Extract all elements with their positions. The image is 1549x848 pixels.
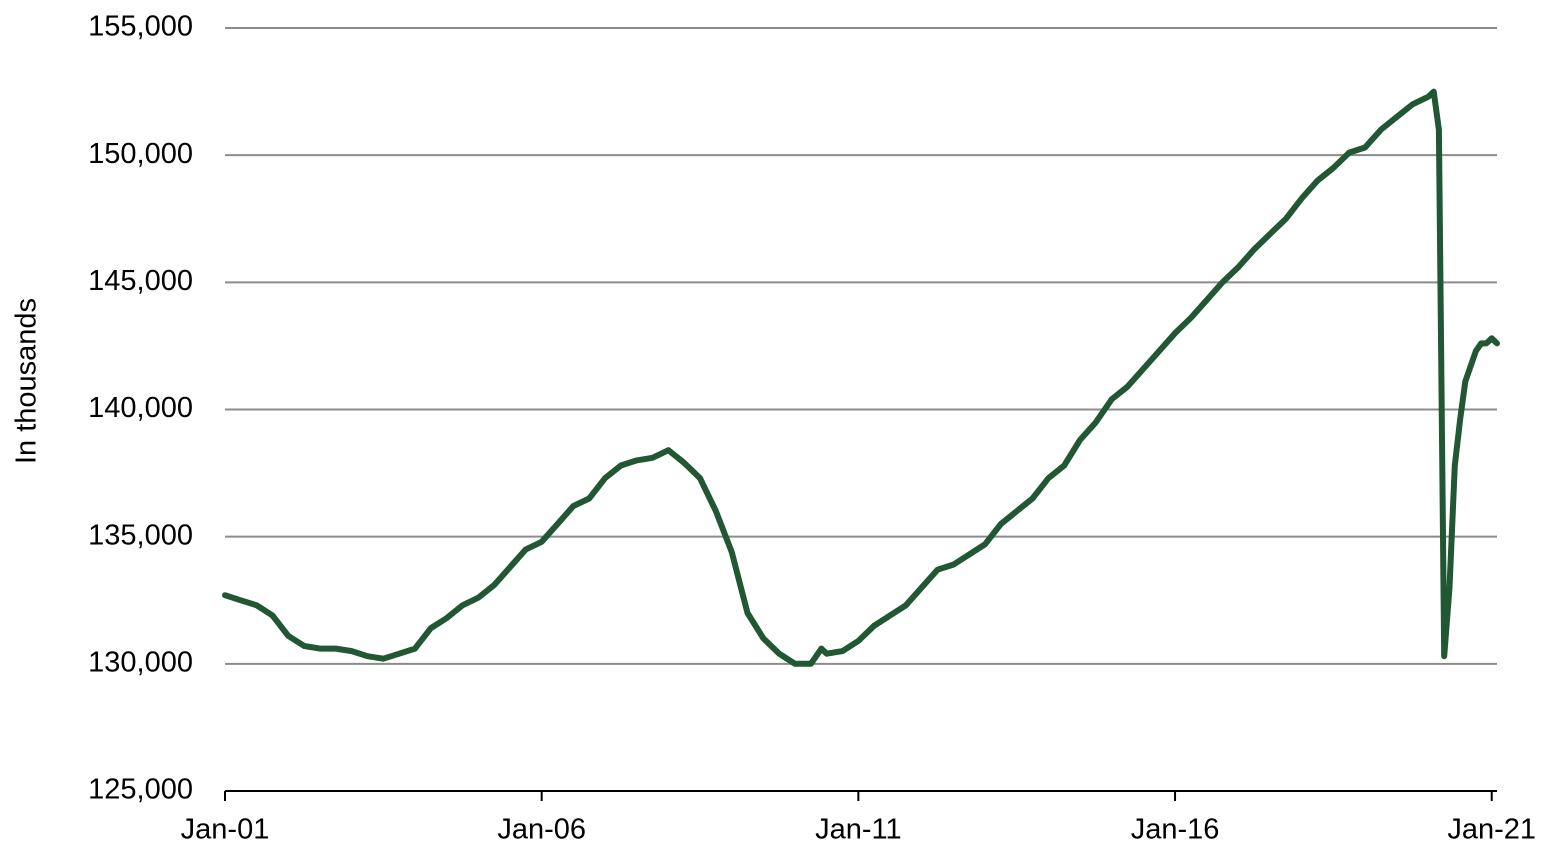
y-axis-label: In thousands	[11, 298, 43, 464]
x-tick-label: Jan-16	[1131, 814, 1220, 846]
y-tick-label: 135,000	[88, 519, 193, 551]
y-tick-label: 150,000	[88, 138, 193, 170]
y-tick-label: 140,000	[88, 392, 193, 424]
data-line	[222, 88, 1500, 667]
y-tick-label: 155,000	[88, 11, 193, 43]
y-tick-label: 145,000	[88, 265, 193, 297]
x-tick-label: Jan-21	[1447, 814, 1536, 846]
x-tick-label: Jan-11	[815, 814, 902, 846]
y-tick-label: 130,000	[88, 646, 193, 678]
x-tick-label: Jan-01	[181, 814, 270, 846]
y-tick-label: 125,000	[88, 774, 193, 806]
x-tick-label: Jan-06	[497, 814, 586, 846]
